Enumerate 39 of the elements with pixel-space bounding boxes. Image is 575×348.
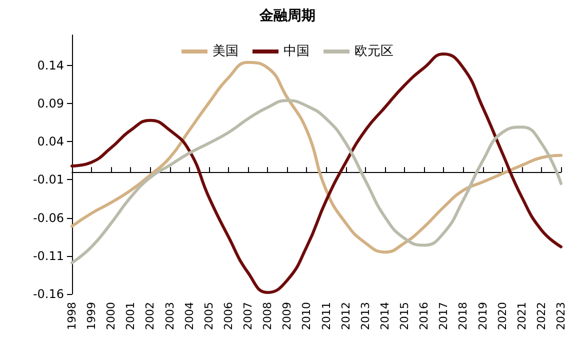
x-tick-label: 2009 — [280, 302, 294, 330]
x-tick-label: 2018 — [456, 302, 470, 330]
x-tick-label: 2013 — [358, 302, 372, 330]
x-tick-label: 1998 — [66, 302, 78, 330]
x-tick-label: 2023 — [554, 302, 568, 330]
x-tick-label: 2003 — [163, 302, 176, 330]
x-tick-label: 2016 — [418, 302, 431, 330]
x-tick-label: 2020 — [496, 302, 509, 330]
x-tick-label: 2022 — [534, 302, 548, 330]
x-tick-label: 2005 — [202, 302, 216, 330]
y-tick-label: -0.01 — [32, 172, 64, 187]
chart-title: 金融周期 — [258, 8, 316, 24]
x-tick-label: 2019 — [476, 302, 490, 330]
y-tick-label: 0.04 — [37, 134, 64, 149]
x-tick-label: 2007 — [242, 302, 255, 330]
x-tick-label: 2015 — [398, 302, 412, 330]
y-tick-label: -0.16 — [32, 287, 64, 301]
x-tick-label: 2014 — [378, 302, 392, 330]
y-tick-label: -0.06 — [32, 210, 64, 225]
x-tick-label: 2010 — [300, 302, 314, 330]
x-tick-label: 2001 — [124, 302, 138, 330]
y-tick-label: -0.11 — [32, 248, 64, 263]
y-tick-label: 0.09 — [37, 96, 64, 111]
x-tick-label: 2012 — [339, 302, 352, 330]
x-tick-label: 2017 — [437, 302, 450, 330]
line-series — [70, 60, 562, 254]
x-tick-label: 1999 — [85, 302, 98, 330]
x-tick-label: 2006 — [222, 302, 235, 330]
x-tick-label: 2008 — [261, 302, 274, 330]
x-tick-label: 2011 — [320, 302, 333, 330]
line-series — [70, 99, 562, 264]
legend-label: 欧元区 — [354, 44, 394, 59]
legend-label: 美国 — [212, 43, 238, 59]
x-tick-label: 2000 — [104, 302, 118, 330]
legend-label: 中国 — [284, 44, 310, 59]
x-tick-label: 2021 — [515, 302, 528, 330]
x-tick-label: 2004 — [182, 302, 196, 330]
y-tick-label: 0.14 — [37, 58, 64, 72]
x-tick-label: 2002 — [144, 302, 157, 330]
